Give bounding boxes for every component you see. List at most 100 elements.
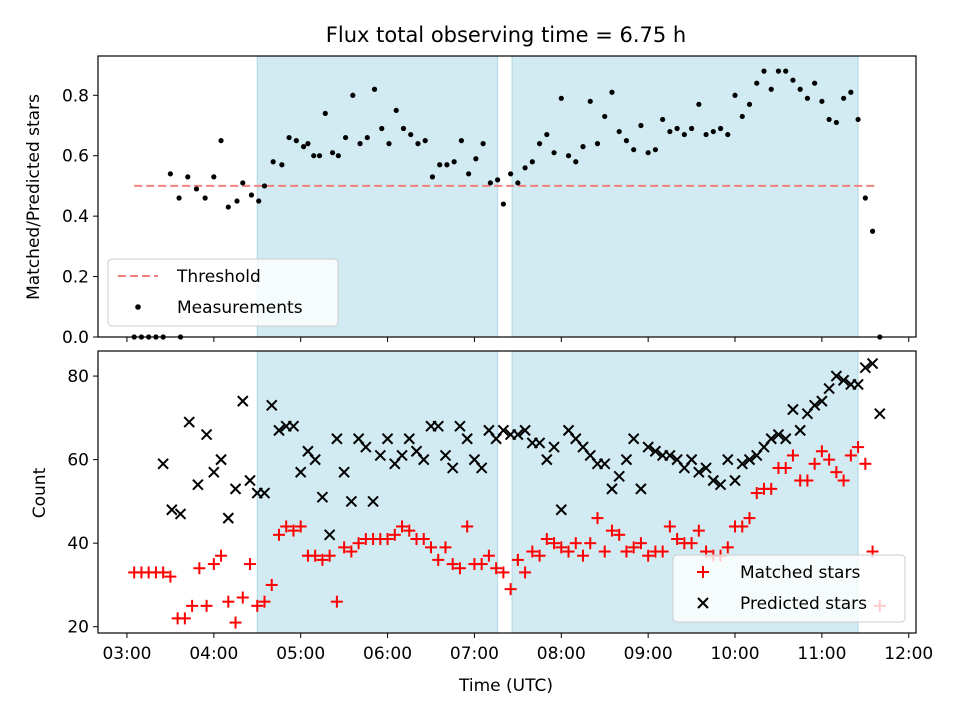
measurement-point [848, 89, 854, 95]
predicted-star-point [613, 470, 625, 483]
measurement-point [804, 95, 811, 101]
matched-star-point [852, 441, 865, 454]
matched-star-point [396, 520, 409, 533]
predicted-star-point [439, 449, 452, 462]
measurement-point [270, 159, 276, 165]
predicted-star-point [418, 453, 430, 466]
bottom-y-tick-label: 40 [67, 534, 89, 554]
measurement-point [688, 125, 695, 132]
matched-star-point [215, 549, 228, 562]
matched-star-point [562, 545, 575, 558]
x-tick-label: 07:00 [450, 644, 499, 664]
measurement-point [422, 138, 428, 144]
measurement-point [529, 159, 535, 165]
measurements-series [131, 68, 883, 340]
predicted-star-point [830, 370, 843, 382]
measurement-point [797, 86, 803, 92]
measurement-point [609, 89, 615, 95]
predicted-star-point [208, 466, 220, 478]
matched-star-point [584, 537, 597, 550]
matched-star-point [200, 599, 213, 612]
matched-star-point [605, 524, 618, 537]
matched-star-point [294, 520, 307, 533]
predicted-star-point [166, 504, 178, 516]
measurement-point [812, 80, 818, 86]
matched-star-point [519, 566, 532, 579]
measurement-point [746, 101, 753, 107]
predicted-star-point [772, 428, 785, 441]
predicted-star-point [714, 478, 727, 491]
predicted-star-point [157, 458, 169, 470]
matched-star-point [548, 537, 561, 550]
predicted-star-point [174, 508, 187, 520]
predicted-star-point [309, 453, 321, 466]
legend-measurements-swatch [135, 304, 141, 310]
bottom-y-tick-label: 60 [67, 451, 89, 471]
top-shaded-regions [256, 55, 859, 338]
predicted-star-point [475, 462, 488, 474]
measurement-point [176, 195, 182, 201]
measurement-point [783, 68, 789, 74]
legend-predicted-label: Predicted stars [740, 594, 867, 614]
measurement-point [761, 68, 767, 74]
measurement-point [768, 86, 774, 92]
measurement-point [551, 150, 557, 156]
measurement-point [300, 144, 307, 150]
x-tick-label: 03:00 [102, 644, 151, 664]
measurement-point [775, 68, 782, 74]
bottom-shaded-regions [256, 350, 859, 634]
observing-interval-band [511, 55, 859, 338]
matched-star-point [656, 545, 669, 558]
measurement-point [444, 162, 450, 168]
predicted-star-point [627, 433, 640, 445]
x-tick-label: 11:00 [797, 644, 846, 664]
matched-stars-series [128, 441, 886, 629]
predicted-star-point [294, 466, 307, 478]
predicted-star-point [403, 433, 415, 445]
measurement-point [234, 198, 240, 204]
top-y-tick-label: 0.2 [62, 268, 89, 288]
chart-title: Flux total observing time = 6.75 h [326, 23, 686, 47]
predicted-star-point [447, 462, 459, 474]
predicted-star-point [664, 449, 676, 462]
matched-star-point [229, 616, 242, 629]
predicted-star-point [229, 483, 242, 495]
matched-star-point [446, 558, 459, 571]
predicted-star-point [866, 357, 879, 370]
matched-star-point [634, 537, 647, 550]
matched-star-point [280, 520, 293, 533]
measurement-point [218, 138, 224, 144]
predicted-star-point [541, 453, 553, 466]
predicted-star-point [707, 474, 720, 487]
x-tick-label: 06:00 [363, 644, 412, 664]
predicted-star-point [266, 399, 278, 412]
measurement-point [710, 128, 716, 135]
measurement-point [869, 228, 876, 234]
predicted-star-point [258, 487, 271, 499]
matched-star-point [381, 533, 394, 545]
top-panel: 0.00.20.40.60.8 Matched/Predicted stars … [24, 55, 917, 348]
predicted-stars-series [157, 357, 886, 541]
measurement-point [500, 201, 506, 207]
matched-star-point [823, 453, 836, 466]
matched-star-point [345, 545, 358, 558]
matched-star-point [533, 549, 546, 562]
predicted-star-point [874, 407, 886, 420]
predicted-star-point [649, 445, 662, 457]
measurement-point [329, 150, 336, 156]
predicted-star-point [454, 420, 466, 432]
measurement-point [536, 141, 543, 147]
matched-star-point [540, 533, 553, 545]
predicted-star-point [599, 458, 611, 470]
matched-star-point [475, 558, 488, 571]
predicted-star-point [374, 449, 387, 462]
measurement-point [631, 147, 637, 153]
matched-star-point [330, 595, 343, 608]
top-axes-frame [97, 55, 917, 338]
matched-star-point [251, 599, 264, 612]
predicted-star-point [555, 504, 567, 516]
measurement-point [286, 134, 292, 141]
predicted-star-point [367, 495, 379, 508]
matched-star-point [258, 595, 271, 608]
predicted-star-point [331, 433, 343, 445]
